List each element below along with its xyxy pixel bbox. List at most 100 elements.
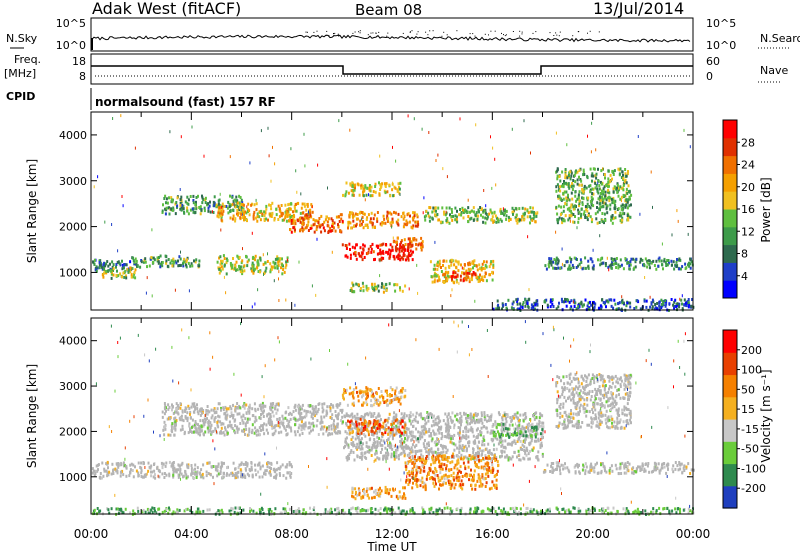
scatter-cell [93, 258, 96, 262]
scatter-cell [332, 405, 335, 409]
scatter-cell [463, 210, 466, 214]
scatter-cell [247, 210, 249, 213]
scatter-cell [369, 421, 372, 425]
scatter-cell [442, 273, 445, 277]
scatter-cell [290, 207, 292, 211]
scatter-cell [534, 303, 537, 307]
scatter-cell [396, 283, 399, 287]
scatter-cell [355, 224, 357, 228]
scatter-cell [255, 208, 258, 212]
scatter-cell [213, 407, 216, 411]
scatter-cell [213, 411, 216, 415]
scatter-cell [431, 216, 434, 220]
scatter-cell [552, 260, 555, 264]
scatter-cell [329, 416, 332, 419]
scatter-cell [252, 215, 255, 219]
scatter-cell [370, 185, 373, 189]
scatter-cell [378, 414, 381, 418]
scatter-cell [352, 190, 355, 194]
scatter-cell [351, 181, 354, 185]
scatter-cell [315, 293, 317, 297]
scatter-cell [299, 405, 302, 409]
scatter-cell [446, 217, 449, 221]
scatter-cell [522, 419, 525, 423]
scatter-cell [163, 476, 166, 479]
scatter-cell [358, 443, 361, 447]
scatter-cell [627, 218, 630, 222]
scatter-cell [581, 267, 584, 271]
scatter-cell [399, 430, 402, 434]
scatter-cell [182, 474, 185, 478]
scatter-cell [429, 412, 432, 416]
scatter-cell [373, 431, 376, 435]
scatter-cell [259, 465, 262, 469]
scatter-cell [489, 431, 492, 435]
scatter-cell [510, 457, 513, 461]
scatter-cell [486, 414, 489, 418]
scatter-cell [417, 220, 419, 224]
scatter-cell [285, 263, 288, 267]
scatter-cell [448, 266, 451, 269]
scatter-cell [288, 471, 291, 474]
scatter-cell [683, 303, 686, 307]
scatter-cell [409, 214, 411, 218]
scatter-cell [261, 475, 264, 479]
scatter-cell [197, 432, 200, 436]
scatter-cell [264, 211, 267, 215]
scatter-cell [201, 424, 204, 428]
scatter-cell [264, 269, 267, 273]
scatter-cell [316, 410, 319, 414]
scatter-cell [349, 289, 352, 292]
scatter-cell [112, 269, 114, 272]
scatter-cell [234, 205, 237, 209]
scatter-cell [452, 214, 455, 218]
scatter-cell [386, 220, 389, 223]
scatter-cell [453, 275, 456, 279]
scatter-cell [248, 411, 251, 415]
scatter-cell [563, 182, 565, 186]
scatter-cell [267, 461, 270, 465]
scatter-cell [504, 417, 507, 421]
scatter-cell [398, 420, 401, 423]
scatter-cell [239, 406, 242, 410]
scatter-cell [435, 453, 438, 457]
scatter-cell [204, 201, 207, 204]
scatter-cell [387, 452, 390, 456]
scatter-cell [606, 184, 609, 188]
scatter-cell [110, 269, 113, 273]
scatter-cell [399, 258, 402, 262]
scatter-cell [621, 216, 624, 220]
scatter-cell [591, 179, 593, 183]
scatter-cell [277, 260, 280, 264]
scatter-cell [310, 215, 313, 219]
scatter-cell [420, 246, 423, 249]
scatter-cell [286, 463, 289, 467]
scatter-cell [396, 421, 399, 425]
scatter-cell [321, 223, 324, 227]
scatter-cell [190, 405, 193, 409]
scatter-cell [186, 256, 189, 260]
scatter-cell [368, 450, 371, 454]
scatter-cell [624, 257, 627, 261]
scatter-cell [362, 247, 365, 251]
scatter-cell [420, 453, 423, 457]
scatter-cell [586, 304, 589, 308]
scatter-cell [653, 264, 656, 267]
scatter-cell [559, 179, 562, 183]
scatter-cell [482, 220, 485, 224]
scatter-cell [562, 184, 565, 188]
scatter-cell [483, 267, 486, 271]
scatter-cell [293, 430, 296, 434]
scatter-cell [289, 417, 292, 421]
scatter-cell [157, 261, 160, 265]
scatter-cell [251, 407, 254, 411]
scatter-cell [349, 215, 351, 219]
scatter-cell [425, 214, 427, 218]
scatter-cell [564, 299, 567, 303]
scatter-cell [548, 257, 551, 261]
scatter-cell [204, 430, 207, 434]
scatter-cell [278, 299, 280, 302]
scatter-cell [451, 288, 453, 292]
scatter-cell [469, 267, 472, 271]
scatter-cell [129, 260, 132, 264]
